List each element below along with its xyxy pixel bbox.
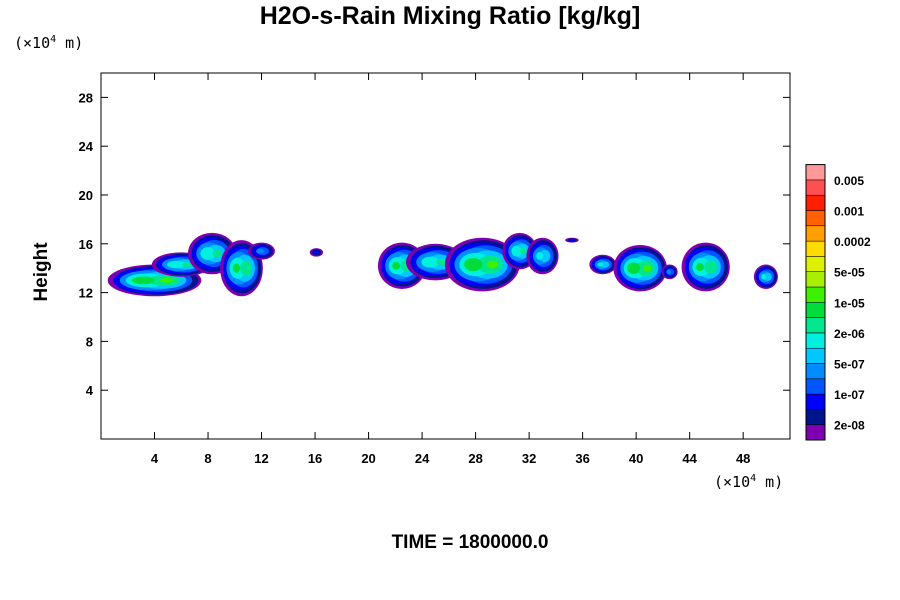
colorbar-swatch <box>805 179 826 196</box>
x-tick-label: 4 <box>151 451 159 466</box>
y-tick-label: 20 <box>79 188 93 203</box>
contour-level <box>392 261 401 270</box>
colorbar-swatch <box>805 286 826 303</box>
contour-level <box>486 260 499 269</box>
contour-cell <box>661 264 678 280</box>
colorbar-label: 0.005 <box>834 174 864 188</box>
colorbar-label: 5e-07 <box>834 358 865 372</box>
contour-level <box>763 272 772 281</box>
y-tick-label: 28 <box>79 90 93 105</box>
colorbar-swatch <box>805 347 826 364</box>
colorbar-label: 5e-05 <box>834 266 865 280</box>
contour-level <box>511 245 522 257</box>
contour-level <box>160 278 175 283</box>
contour-level <box>761 274 767 280</box>
colorbar-swatch <box>805 409 826 425</box>
contour-level <box>643 264 652 272</box>
colorbar-swatch <box>805 363 826 380</box>
colorbar-label: 0.0002 <box>834 235 871 249</box>
x-tick-label: 36 <box>575 451 589 466</box>
contour-level <box>539 249 551 263</box>
colorbar-swatch <box>805 271 826 288</box>
colorbar-swatch <box>805 210 826 227</box>
chart-title: H2O-s-Rain Mixing Ratio [kg/kg] <box>259 2 641 30</box>
contour-level <box>436 258 448 266</box>
colorbar-label: 0.001 <box>834 205 864 219</box>
x-tick-label: 40 <box>629 451 643 466</box>
x-axis-unit: (×104 m) <box>714 473 784 491</box>
colorbar-swatch <box>805 378 826 395</box>
y-tick-label: 16 <box>79 237 93 252</box>
contour-level <box>597 262 604 267</box>
contour-cell <box>565 237 579 243</box>
x-tick-label: 12 <box>254 451 268 466</box>
x-tick-label: 24 <box>415 451 430 466</box>
contour-cell <box>681 242 730 292</box>
contour-level <box>240 260 252 276</box>
contour-cell <box>309 248 324 257</box>
contour-level <box>464 257 483 272</box>
colorbar-label: 1e-05 <box>834 296 865 310</box>
colorbar-swatch <box>805 317 826 334</box>
y-axis-unit: (×104 m) <box>14 34 84 52</box>
colorbar-swatch <box>805 256 826 272</box>
contour-level <box>313 250 319 255</box>
contour-level <box>600 261 610 268</box>
colorbar-swatch <box>805 393 826 410</box>
contour-level <box>421 256 440 268</box>
x-tick-label: 44 <box>682 451 697 466</box>
contour-cell <box>753 264 778 289</box>
y-tick-label: 12 <box>79 286 93 301</box>
colorbar-swatch <box>805 332 826 349</box>
contour-level <box>181 262 193 267</box>
contour-level <box>536 252 543 260</box>
colorbar-swatch <box>805 164 826 181</box>
colorbar-swatch <box>805 225 826 242</box>
plot-frame <box>100 72 791 440</box>
contour-level <box>212 249 222 258</box>
x-axis: 4 8 12 16 20 24 28 32 36 40 44 48 <box>151 73 750 466</box>
contour-cell <box>526 237 559 275</box>
contour-level <box>167 260 185 269</box>
contour-level <box>568 239 575 242</box>
x-tick-label: 8 <box>204 451 211 466</box>
colorbar-label: 1e-07 <box>834 388 865 402</box>
x-tick-label: 48 <box>736 451 750 466</box>
contour-level <box>704 260 718 274</box>
colorbar-frame <box>805 164 826 441</box>
time-label: TIME = 1800000.0 <box>391 532 549 553</box>
y-axis: 4 8 12 16 20 24 28 <box>79 90 790 398</box>
contour-level <box>131 276 155 285</box>
colorbar-swatch <box>805 240 826 257</box>
contour-field <box>107 232 778 297</box>
contour-level <box>627 262 641 274</box>
x-tick-label: 20 <box>361 451 375 466</box>
colorbar-label: 2e-06 <box>834 327 865 341</box>
contour-level <box>520 247 527 255</box>
contour-cell <box>444 237 520 292</box>
colorbar: 2e-08 1e-07 5e-07 2e-06 1e-05 5e-05 0.0002 0.00… <box>805 164 871 441</box>
x-tick-label: 32 <box>522 451 536 466</box>
y-tick-label: 24 <box>79 139 94 154</box>
contour-cell <box>613 245 667 292</box>
contour-level <box>695 262 704 272</box>
x-tick-label: 28 <box>468 451 482 466</box>
colorbar-swatch <box>805 424 826 441</box>
colorbar-swatch <box>805 302 826 318</box>
y-tick-label: 8 <box>86 334 93 349</box>
x-tick-label: 16 <box>308 451 322 466</box>
contour-level <box>232 263 240 273</box>
contour-cell <box>589 254 617 275</box>
colorbar-label: 2e-08 <box>834 419 865 433</box>
colorbar-swatch <box>805 194 826 211</box>
y-tick-label: 4 <box>86 383 94 398</box>
contour-level <box>666 269 671 274</box>
contour-level <box>200 247 215 260</box>
contour-cell <box>248 242 275 260</box>
contour-level <box>256 248 264 254</box>
